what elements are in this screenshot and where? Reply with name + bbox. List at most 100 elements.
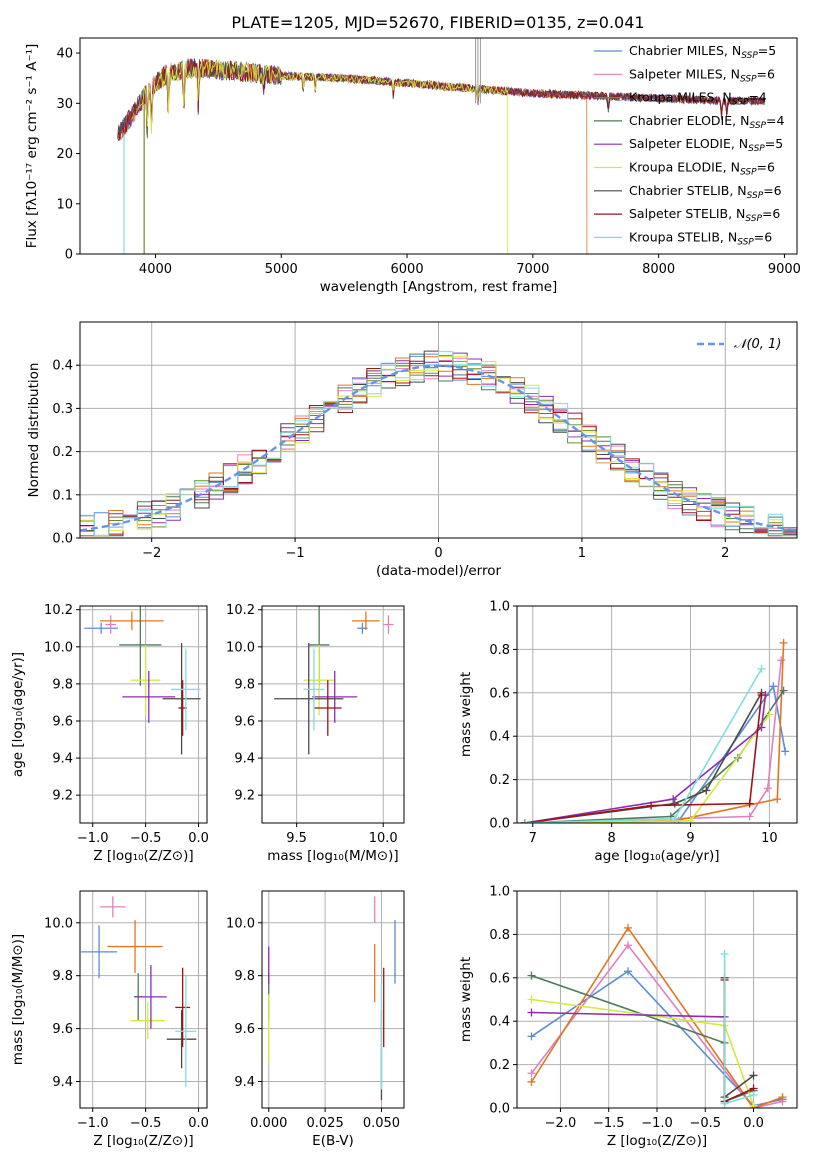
- y-tick-label: 0.4: [489, 730, 510, 745]
- weight_vs_age-line-chabrier_elodie: [524, 690, 785, 823]
- weight_vs_Z-panel: −2.0 −1.5 −1.0 −0.5 0.0 0.0 0.2 0.4 0.6 0.8 1.0 Z […: [458, 885, 798, 1149]
- age_vs_mass-frame: [261, 605, 405, 824]
- weight_vs_Z-marker-kroupa_elodie: [749, 1101, 758, 1108]
- age_vs_Z-point-chabrier_miles: [84, 622, 119, 634]
- y-tick-label: 0.0: [52, 532, 73, 547]
- y-tick-label: 0.4: [489, 1015, 510, 1030]
- mass_vs_Z-point-salpeter_miles: [100, 896, 126, 918]
- x-tick-label: 2: [721, 546, 729, 561]
- y-tick-label: 9.2: [52, 789, 73, 804]
- weight_vs_age-marker-kroupa_elodie: [686, 816, 695, 823]
- weight_vs_age-marker-orange_series: [773, 795, 782, 804]
- weight_vs_Z-line-orange_series: [530, 926, 783, 1108]
- weight_vs_Z-line-salpeter_miles: [530, 943, 783, 1108]
- y-tick-label: 9.4: [52, 1075, 73, 1090]
- x-tick-label: 0.0: [743, 1116, 764, 1131]
- y-tick-label: 0.6: [489, 686, 510, 701]
- age_vs_mass-grid: [262, 606, 404, 823]
- y-tick-label: 10.2: [44, 603, 73, 618]
- weight_vs_Z-marker-salpeter_miles: [624, 941, 633, 950]
- weight_vs_Z-marker-salpeter_miles: [527, 1069, 536, 1078]
- age_vs_Z-point-salpeter_miles: [105, 615, 116, 634]
- x-tick-label: −1.5: [593, 1116, 625, 1131]
- mass_vs_Z-xlabel: Z [log₁₀(Z/Z⊙)]: [93, 1133, 193, 1149]
- weight_vs_Z-marker-salpeter_elodie: [527, 1008, 536, 1017]
- y-tick-label: 1.0: [489, 600, 510, 615]
- mass_vs_Z-point-kroupa_elodie: [130, 1002, 165, 1040]
- weight_vs_age-marker-kroupa_stelib: [520, 819, 529, 823]
- residuals-panel: −2 −1 0 1 2 0.0 0.1 0.2 0.3 0.4 (data-model)/error…: [26, 321, 798, 579]
- x-tick-label: 8: [608, 831, 616, 846]
- spectrum-line-chabrier_stelib: [117, 58, 766, 139]
- weight_vs_Z-marker-orange_series: [624, 923, 633, 932]
- spectrum-xlabel: wavelength [Angstrom, rest frame]: [320, 279, 558, 295]
- y-tick-label: 10.2: [226, 603, 255, 618]
- age_vs_Z-point-chabrier_stelib: [162, 643, 201, 755]
- spectrum-legend: Chabrier MILES, NSSP=5 Salpeter MILES, NS…: [594, 43, 784, 247]
- y-tick-label: 10.0: [44, 916, 73, 931]
- y-tick-label: 1.0: [489, 885, 510, 900]
- y-tick-label: 20: [56, 147, 73, 162]
- weight_vs_Z-marker-chabrier_stelib: [749, 1071, 758, 1080]
- age_vs_mass-point-salpeter_elodie: [312, 670, 358, 723]
- y-tick-label: 0.8: [489, 643, 510, 658]
- weight_vs_age-line-salpeter_elodie: [524, 694, 767, 823]
- weight_vs_Z-line-salpeter_elodie: [531, 1011, 725, 1018]
- y-tick-label: 0.3: [52, 402, 73, 417]
- weight_vs_age-marker-salpeter_stelib: [745, 799, 754, 808]
- y-tick-label: 9.8: [52, 969, 73, 984]
- weight_vs_age-frame: [516, 605, 798, 824]
- legend-label-kroupa_stelib: Kroupa STELIB, NSSP=6: [629, 229, 772, 247]
- mass_vs_Z-ylabel: mass [log₁₀(M/M⊙)]: [10, 934, 26, 1065]
- age_vs_mass-point-chabrier_stelib: [274, 643, 344, 755]
- x-tick-label: −1.0: [77, 831, 109, 846]
- weight_vs_age-marker-salpeter_stelib: [757, 690, 766, 699]
- spectrum-line-kroupa_elodie: [140, 58, 509, 254]
- mass_vs_ebv-marks: [268, 896, 396, 1101]
- legend-label-chabrier_elodie: Chabrier ELODIE, NSSP=4: [629, 113, 784, 131]
- y-tick-label: 9.8: [234, 677, 255, 692]
- age_vs_mass-point-orange_series: [352, 611, 380, 631]
- x-tick-label: 10: [761, 831, 778, 846]
- age_vs_mass-xlabel: mass [log₁₀(M/M⊙)]: [267, 848, 398, 864]
- spectrum-title: PLATE=1205, MJD=52670, FIBERID=0135, z=0…: [231, 13, 644, 32]
- weight_vs_age-marks: [520, 638, 790, 823]
- age_vs_Z-point-chabrier_elodie: [119, 606, 162, 686]
- mass_vs_Z-panel: −1.0 −0.5 0.0 9.4 9.6 9.8 10.0 Z [log₁₀(Z/Z⊙)] m…: [10, 890, 209, 1149]
- x-tick-label: 9000: [768, 262, 801, 277]
- y-tick-label: 0.4: [52, 359, 73, 374]
- y-tick-label: 0.2: [489, 773, 510, 788]
- mass_vs_Z-marks: [81, 896, 197, 1087]
- legend-label-salpeter_elodie: Salpeter ELODIE, NSSP=5: [629, 136, 783, 154]
- gaussian-legend-label: 𝒩(0, 1): [734, 337, 781, 352]
- weight_vs_Z-marker-kroupa_stelib: [749, 1090, 758, 1099]
- spectrum-panel: 4000 5000 6000 7000 8000 9000 0 10 20 30 40 wavelen…: [24, 37, 801, 295]
- y-tick-label: 9.6: [52, 714, 73, 729]
- x-tick-label: −1.0: [641, 1116, 673, 1131]
- mass_vs_ebv-panel: 0.000 0.025 0.050 9.4 9.6 9.8 10.0 E(B-V): [226, 890, 405, 1149]
- y-tick-label: 10.0: [226, 916, 255, 931]
- residuals-marks: [80, 350, 797, 537]
- mass_vs_Z-point-salpeter_stelib: [175, 967, 191, 1048]
- y-tick-label: 0.2: [52, 445, 73, 460]
- y-tick-label: 10: [56, 197, 73, 212]
- weight_vs_Z-marker-kroupa_elodie: [527, 995, 536, 1004]
- age_vs_Z-point-kroupa_elodie: [130, 644, 161, 716]
- weight_vs_Z-marker-kroupa_stelib: [720, 1099, 729, 1108]
- x-tick-label: 0.000: [250, 1116, 287, 1131]
- y-tick-label: 9.4: [234, 1075, 255, 1090]
- legend-label-kroupa_miles: Kroupa MILES, NSSP=4: [629, 90, 767, 108]
- x-tick-label: 10.0: [369, 831, 398, 846]
- y-tick-label: 9.8: [52, 677, 73, 692]
- weight_vs_age-marker-orange_series: [779, 638, 788, 647]
- x-tick-label: 5000: [265, 262, 298, 277]
- age_vs_Z-point-kroupa_stelib: [171, 648, 201, 731]
- residuals-xlabel: (data-model)/error: [376, 563, 502, 579]
- weight_vs_Z-marker-chabrier_miles: [624, 967, 633, 976]
- spectrum-line-salpeter_stelib: [117, 58, 766, 141]
- weight_vs_Z-marker-chabrier_miles: [527, 1032, 536, 1041]
- mass_vs_Z-point-chabrier_miles: [81, 925, 118, 979]
- weight_vs_age-marker-kroupa_stelib: [670, 814, 679, 823]
- y-tick-label: 0.1: [52, 488, 73, 503]
